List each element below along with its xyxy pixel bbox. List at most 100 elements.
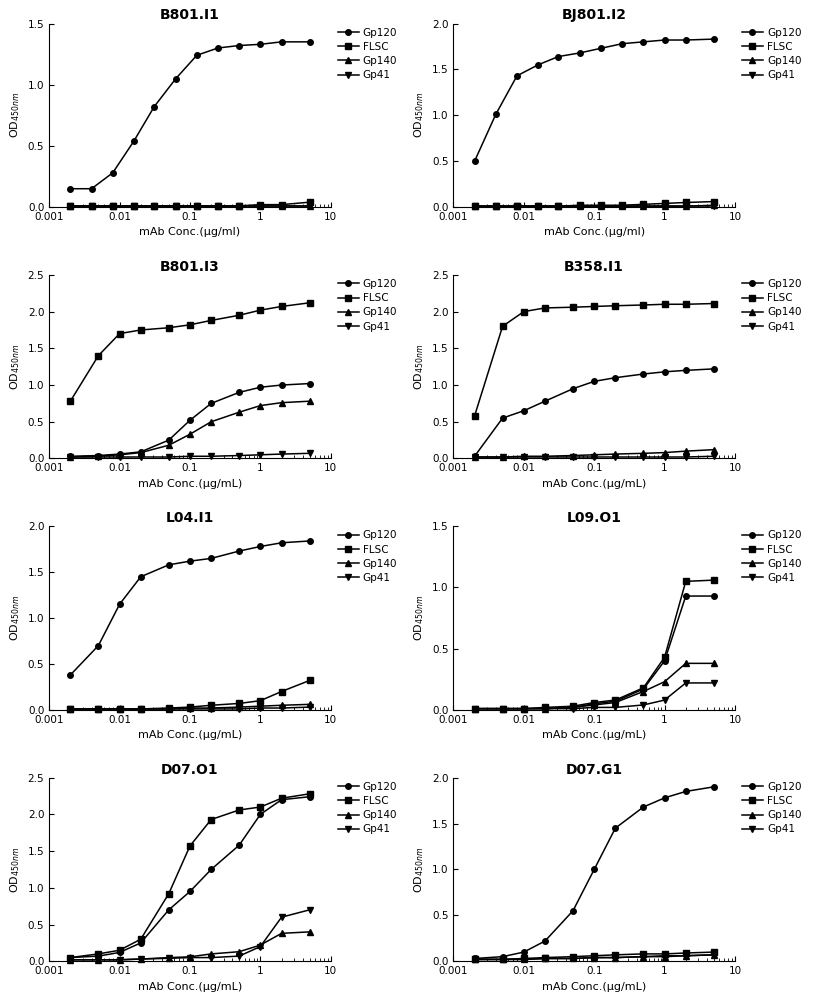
Gp140 [470, 451, 479, 463]
Gp41 [65, 200, 75, 212]
Legend: Gp120, FLSC, Gp140, Gp41: Gp120, FLSC, Gp140, Gp41 [334, 526, 401, 587]
Gp120 [86, 183, 96, 195]
Line: Gp140: Gp140 [68, 929, 313, 963]
Gp41 [709, 949, 719, 961]
Y-axis label: OD$_{450nm}$: OD$_{450nm}$ [413, 846, 427, 893]
Gp140 [304, 698, 314, 710]
FLSC [497, 320, 507, 332]
Gp120 [234, 40, 244, 52]
Gp120 [65, 669, 75, 681]
Gp120 [304, 378, 314, 390]
Line: Gp41: Gp41 [472, 203, 716, 209]
FLSC [108, 200, 118, 212]
Gp140 [206, 702, 216, 714]
Gp41 [304, 200, 314, 212]
Gp140 [115, 703, 125, 715]
FLSC [171, 200, 181, 212]
Gp140 [86, 200, 96, 212]
Gp140 [519, 450, 528, 462]
Gp41 [149, 200, 159, 212]
Gp140 [94, 954, 103, 966]
Gp41 [234, 450, 244, 462]
FLSC [681, 575, 690, 587]
Gp120 [491, 108, 501, 120]
Gp41 [94, 451, 103, 463]
Gp120 [115, 598, 125, 610]
FLSC [610, 949, 620, 961]
Gp120 [256, 540, 265, 552]
Gp120 [234, 839, 244, 851]
FLSC [206, 314, 216, 326]
Gp140 [206, 948, 216, 960]
Gp140 [540, 952, 550, 964]
FLSC [129, 200, 139, 212]
FLSC [681, 298, 690, 310]
Gp140 [206, 416, 216, 428]
Gp120 [108, 167, 118, 179]
Gp140 [136, 703, 146, 715]
Gp140 [164, 439, 173, 451]
Gp41 [277, 448, 287, 460]
Gp41 [277, 911, 287, 923]
Line: Gp41: Gp41 [68, 704, 313, 712]
Title: L09.O1: L09.O1 [567, 511, 622, 525]
Line: Gp140: Gp140 [472, 202, 716, 209]
FLSC [659, 651, 669, 663]
Gp120 [512, 70, 522, 82]
Gp120 [129, 135, 139, 147]
Gp41 [136, 451, 146, 463]
Gp41 [164, 952, 173, 964]
FLSC [94, 350, 103, 362]
FLSC [589, 950, 599, 962]
Gp41 [65, 703, 75, 715]
Gp140 [129, 200, 139, 212]
Gp140 [491, 200, 501, 212]
FLSC [256, 304, 265, 316]
Gp140 [596, 200, 606, 212]
Gp41 [497, 953, 507, 965]
Gp120 [638, 801, 648, 813]
Gp140 [304, 926, 314, 938]
Gp140 [470, 953, 479, 965]
FLSC [568, 951, 578, 963]
Gp41 [491, 200, 501, 212]
Gp120 [136, 571, 146, 583]
Gp41 [610, 952, 620, 964]
Line: Gp140: Gp140 [68, 702, 313, 712]
Gp140 [568, 450, 578, 462]
Line: Gp120: Gp120 [68, 39, 313, 192]
FLSC [470, 410, 479, 422]
Gp41 [234, 950, 244, 962]
Gp120 [185, 885, 195, 897]
Gp140 [470, 200, 479, 212]
Gp41 [610, 701, 620, 713]
Gp140 [540, 703, 550, 715]
Gp120 [540, 395, 550, 407]
Gp140 [575, 200, 585, 212]
Gp120 [709, 363, 719, 375]
FLSC [709, 946, 719, 958]
Gp120 [277, 794, 287, 806]
FLSC [115, 703, 125, 715]
Gp41 [115, 954, 125, 966]
Gp120 [136, 937, 146, 949]
FLSC [470, 953, 479, 965]
FLSC [497, 953, 507, 965]
FLSC [638, 198, 648, 210]
Gp140 [136, 447, 146, 459]
FLSC [519, 703, 528, 715]
FLSC [681, 196, 690, 208]
Gp120 [589, 863, 599, 875]
Gp41 [108, 200, 118, 212]
Gp140 [115, 449, 125, 461]
FLSC [185, 319, 195, 331]
Gp140 [234, 701, 244, 713]
FLSC [115, 944, 125, 956]
Line: Gp140: Gp140 [68, 203, 313, 209]
Gp41 [304, 904, 314, 916]
FLSC [277, 686, 287, 698]
Gp120 [589, 698, 599, 710]
X-axis label: mAb Conc.(μg/mL): mAb Conc.(μg/mL) [138, 479, 242, 489]
Gp41 [681, 677, 690, 689]
Gp140 [589, 952, 599, 964]
